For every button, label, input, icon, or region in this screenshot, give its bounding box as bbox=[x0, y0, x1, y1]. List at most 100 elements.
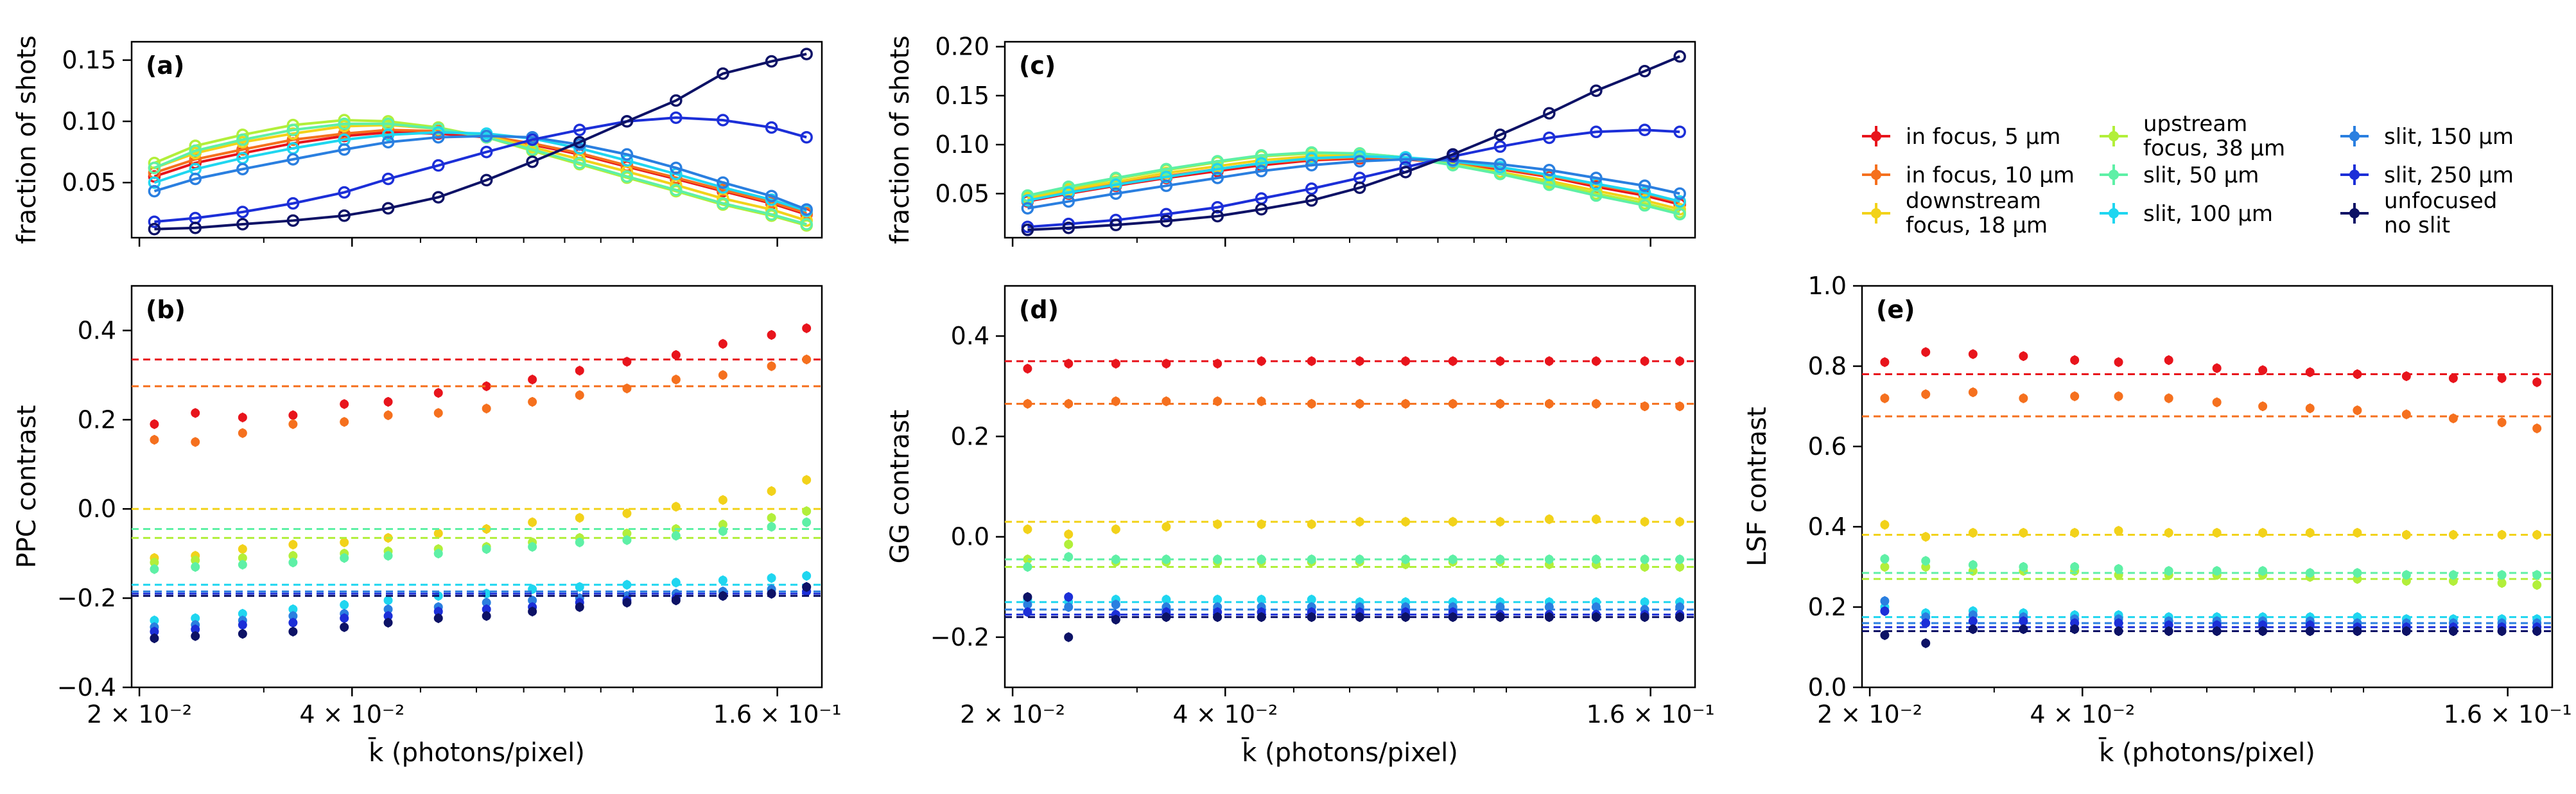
data-point bbox=[622, 357, 632, 367]
data-point bbox=[1675, 612, 1685, 622]
data-point bbox=[1021, 194, 1034, 207]
series-line bbox=[154, 53, 807, 231]
data-point bbox=[1021, 189, 1034, 202]
series-s150 bbox=[1021, 153, 1686, 215]
data-point bbox=[765, 193, 778, 206]
data-point bbox=[1673, 195, 1686, 208]
data-point bbox=[1162, 359, 1171, 369]
data-point bbox=[189, 144, 202, 157]
data-point bbox=[1495, 517, 1505, 527]
data-point bbox=[381, 136, 395, 149]
data-point bbox=[2019, 624, 2028, 634]
data-point bbox=[2212, 566, 2222, 576]
data-point bbox=[1640, 517, 1649, 527]
data-point bbox=[671, 350, 681, 360]
panel-label: (c) bbox=[1019, 51, 1056, 80]
data-point bbox=[1880, 394, 1890, 403]
data-point bbox=[575, 366, 584, 375]
data-point bbox=[1021, 202, 1034, 215]
x-tick-label: 1.6 × 10⁻¹ bbox=[2444, 700, 2572, 728]
data-point bbox=[340, 417, 349, 427]
axes-frame bbox=[1861, 285, 2554, 689]
data-point bbox=[340, 613, 349, 623]
data-point bbox=[1880, 606, 1890, 616]
data-point bbox=[2212, 528, 2222, 538]
data-point bbox=[1307, 357, 1316, 366]
series-line bbox=[1027, 128, 1680, 229]
data-point bbox=[1591, 554, 1601, 564]
series-s50 bbox=[1005, 552, 1695, 572]
data-point bbox=[150, 419, 159, 429]
legend-marker bbox=[2349, 170, 2360, 180]
data-point bbox=[1921, 532, 1931, 542]
data-point bbox=[383, 551, 393, 561]
data-point bbox=[1355, 554, 1364, 564]
data-point bbox=[1355, 612, 1364, 622]
series-line bbox=[1027, 151, 1680, 216]
data-point bbox=[1495, 357, 1505, 366]
data-point bbox=[1023, 364, 1032, 373]
data-point bbox=[431, 159, 445, 172]
x-tick-label: 2 × 10⁻² bbox=[1817, 700, 1922, 728]
data-point bbox=[2114, 526, 2123, 536]
data-point bbox=[671, 596, 681, 605]
data-point bbox=[717, 114, 729, 127]
data-point bbox=[150, 435, 159, 445]
data-point bbox=[236, 133, 249, 146]
data-point bbox=[2497, 373, 2507, 383]
data-point bbox=[1495, 554, 1505, 564]
data-point bbox=[2070, 391, 2080, 401]
series-s250 bbox=[1021, 123, 1686, 233]
data-point bbox=[238, 629, 247, 639]
data-point bbox=[1255, 203, 1268, 216]
data-point bbox=[1023, 524, 1032, 534]
y-tick-label: 0.6 bbox=[1808, 432, 1847, 461]
data-point bbox=[288, 540, 298, 549]
legend-label-line1: downstream bbox=[1906, 188, 2041, 214]
legend-marker bbox=[2349, 208, 2360, 218]
data-point bbox=[148, 184, 161, 198]
data-point bbox=[340, 400, 349, 409]
data-point bbox=[1921, 619, 1931, 628]
data-point bbox=[1638, 65, 1651, 78]
data-point bbox=[802, 506, 812, 516]
series-5um bbox=[1005, 356, 1695, 374]
data-point bbox=[1880, 562, 1890, 572]
series-18um bbox=[132, 475, 822, 563]
legend-label-line2: focus, 18 μm bbox=[1906, 213, 2048, 238]
y-tick-label: 0.20 bbox=[935, 33, 989, 61]
series-s50 bbox=[1862, 554, 2552, 580]
data-point bbox=[236, 163, 249, 175]
data-point bbox=[1211, 200, 1224, 214]
y-tick-label: −0.2 bbox=[57, 584, 116, 612]
data-point bbox=[238, 412, 247, 422]
legend-entry-s100: slit, 100 μm bbox=[2100, 201, 2273, 227]
data-point bbox=[1638, 186, 1651, 199]
data-point bbox=[383, 596, 393, 605]
data-point bbox=[575, 513, 584, 523]
panel-b: 2 × 10⁻² 4 × 10⁻² 1.6 × 10⁻¹ −0.4 −0.2 0.0 0.2… bbox=[12, 285, 842, 768]
x-axis-label: k̄ (photons/pixel) bbox=[2099, 737, 2315, 768]
data-point bbox=[433, 388, 443, 398]
data-point bbox=[2212, 364, 2222, 373]
data-point bbox=[482, 611, 491, 621]
data-point bbox=[717, 67, 729, 80]
y-tick-label: 0.4 bbox=[951, 322, 989, 350]
data-point bbox=[2258, 401, 2268, 411]
data-point bbox=[2019, 528, 2028, 538]
data-point bbox=[1255, 157, 1268, 170]
data-point bbox=[1880, 630, 1890, 640]
data-point bbox=[1111, 554, 1120, 564]
series-line bbox=[153, 131, 807, 216]
data-point bbox=[148, 176, 161, 189]
data-point bbox=[482, 403, 491, 413]
data-point bbox=[1448, 554, 1458, 564]
data-point bbox=[1111, 359, 1120, 369]
data-point bbox=[340, 622, 349, 632]
data-point bbox=[480, 173, 493, 187]
data-point bbox=[1968, 616, 1978, 626]
y-tick-label: 0.4 bbox=[78, 316, 116, 344]
data-point bbox=[800, 203, 813, 216]
data-point bbox=[2019, 562, 2028, 572]
